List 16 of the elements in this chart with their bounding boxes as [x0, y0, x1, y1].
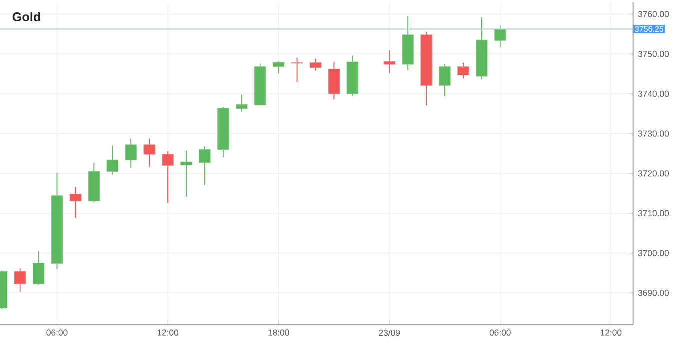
text: Gold: [12, 12, 40, 22]
y-tick-label: 3710.00: [638, 210, 670, 217]
ref-line-label: 3756.25: [635, 26, 664, 32]
x-tick-label: 12:00: [601, 330, 622, 336]
x-tick-label: 06:00: [46, 330, 68, 336]
x-tick-label: 23/09: [379, 330, 400, 336]
x-tick-label: 18:00: [268, 330, 290, 336]
y-tick-label: 3720.00: [638, 170, 670, 177]
y-tick-label: 3730.00: [638, 130, 670, 137]
x-tick-label: 06:00: [490, 330, 511, 336]
y-tick-label: 3750.00: [638, 51, 670, 58]
y-tick-label: 3760.00: [638, 11, 670, 18]
y-tick-label: 3700.00: [638, 250, 670, 256]
y-tick-label: 3690.00: [638, 290, 670, 296]
x-tick-label: 12:00: [158, 330, 179, 336]
y-tick-label: 3740.00: [638, 90, 670, 98]
